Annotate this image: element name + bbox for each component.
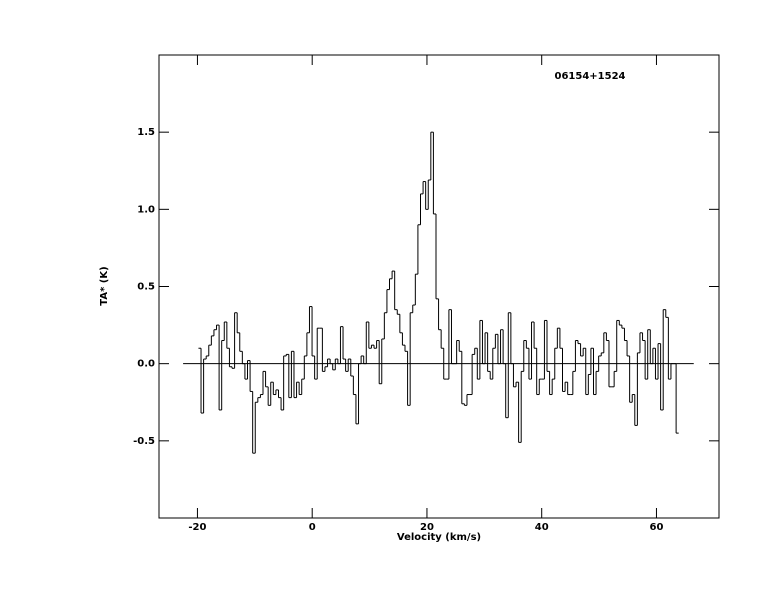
x-tick-label: 20 [420, 522, 434, 533]
annotation: 06154+1524 [554, 71, 625, 82]
y-tick-label: 0.0 [137, 359, 155, 370]
y-tick-label: -0.5 [133, 436, 155, 447]
y-tick-label: 1.0 [137, 204, 155, 215]
x-axis-label: Velocity (km/s) [397, 532, 481, 543]
plot-frame [158, 54, 720, 519]
y-tick-label: 0.5 [137, 282, 155, 293]
x-tick-label: 0 [309, 522, 316, 533]
x-tick-label: -20 [188, 522, 206, 533]
y-tick-label: 1.5 [137, 127, 155, 138]
y-axis-label: TA* (K) [99, 266, 110, 305]
x-tick-label: 40 [535, 522, 549, 533]
x-tick-label: 60 [649, 522, 663, 533]
